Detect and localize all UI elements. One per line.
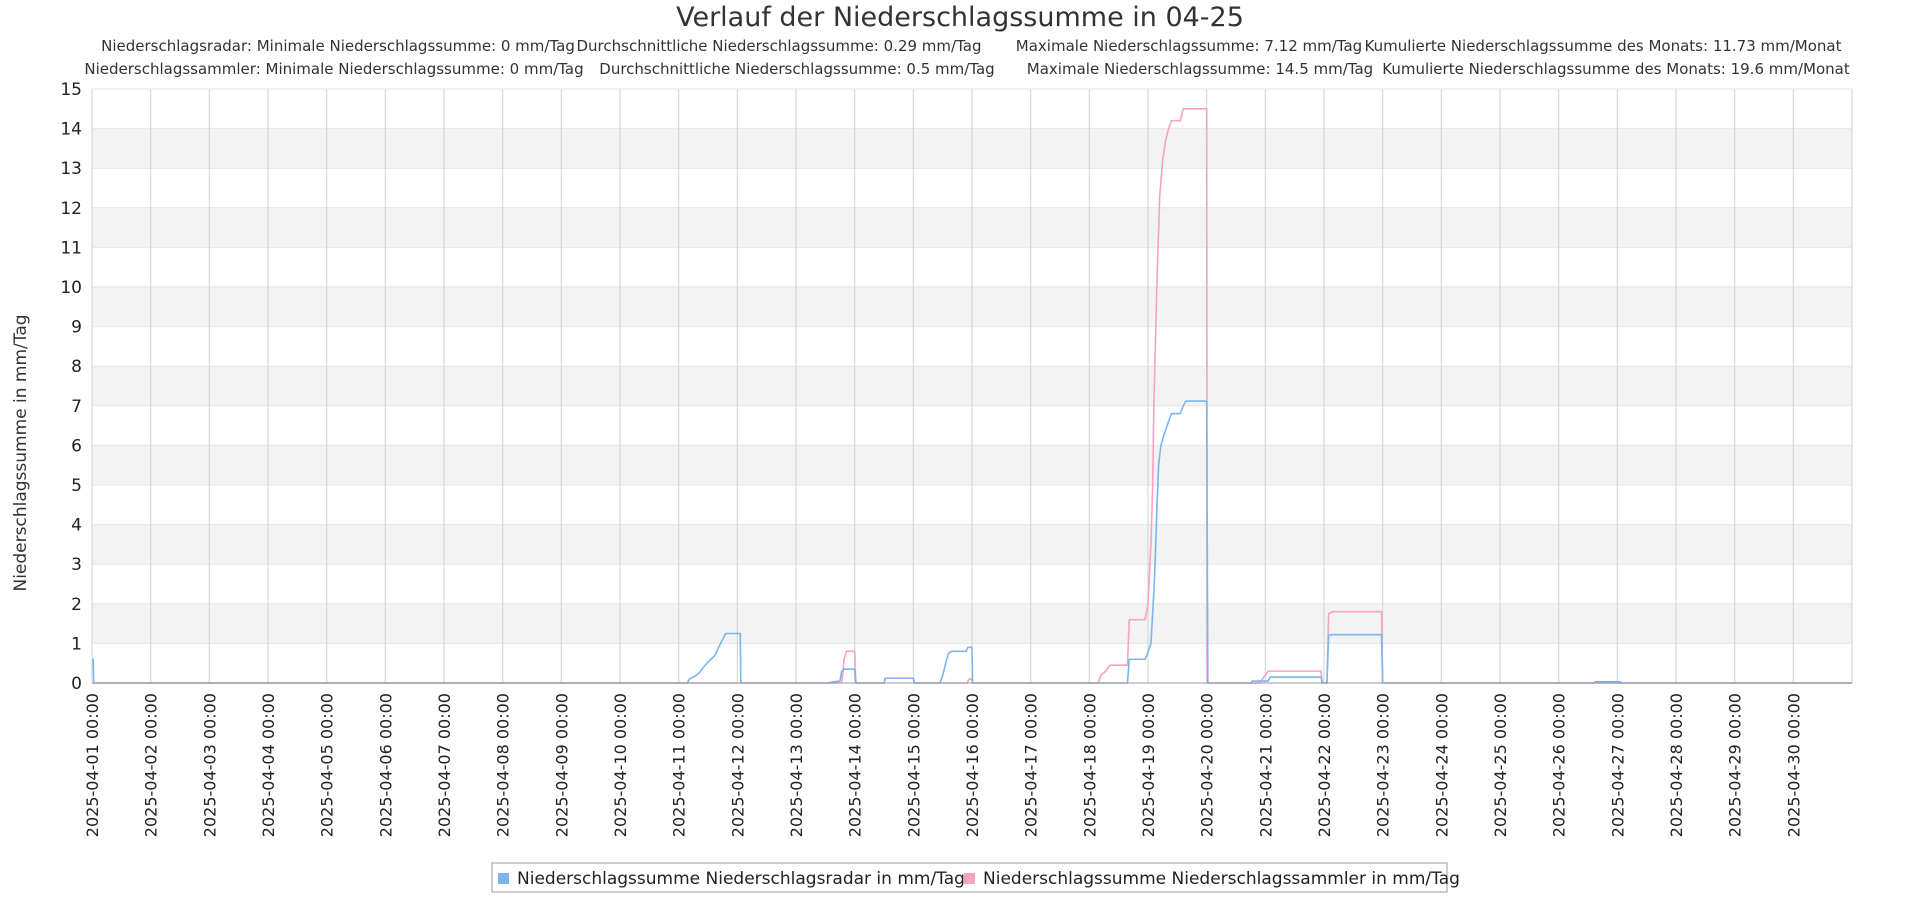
stats-radar-avg: Durchschnittliche Niederschlagssumme: 0.…: [577, 37, 982, 55]
y-tick-label: 0: [71, 674, 82, 694]
stats-sammler-avg: Durchschnittliche Niederschlagssumme: 0.…: [599, 60, 994, 78]
x-tick-label: 2025-04-28 00:00: [1667, 693, 1686, 837]
x-tick-label: 2025-04-08 00:00: [494, 693, 513, 837]
x-tick-label: 2025-04-11 00:00: [670, 693, 689, 837]
x-tick-label: 2025-04-21 00:00: [1256, 693, 1275, 837]
y-tick-label: 13: [60, 159, 82, 179]
y-tick-label: 7: [71, 397, 82, 417]
series-line-radar: [92, 400, 1852, 684]
y-tick-label: 1: [71, 634, 82, 654]
x-tick-label: 2025-04-03 00:00: [200, 693, 219, 837]
x-axis-tick-labels: 2025-04-01 00:00 2025-04-02 00:00 2025-04-…: [83, 693, 1803, 837]
y-tick-label: 15: [60, 80, 82, 100]
y-tick-label: 5: [71, 476, 82, 496]
y-tick-label: 10: [60, 278, 82, 298]
legend: Niederschlagssumme Niederschlagsradar in…: [491, 862, 1460, 893]
x-tick-label: 2025-04-18 00:00: [1080, 693, 1099, 837]
stats-sammler-min: Niederschlagssammler: Minimale Niedersch…: [84, 60, 583, 78]
x-tick-label: 2025-04-13 00:00: [787, 693, 806, 837]
stats-sammler-row: Niederschlagssammler: Minimale Niedersch…: [84, 60, 1849, 78]
x-tick-label: 2025-04-23 00:00: [1374, 693, 1393, 837]
x-tick-label: 2025-04-01 00:00: [83, 693, 102, 837]
x-tick-label: 2025-04-02 00:00: [142, 693, 161, 837]
series-lines: [92, 108, 1852, 684]
x-tick-label: 2025-04-16 00:00: [963, 693, 982, 837]
y-tick-label: 12: [60, 199, 82, 219]
x-tick-label: 2025-04-27 00:00: [1608, 693, 1627, 837]
x-tick-label: 2025-04-06 00:00: [376, 693, 395, 837]
stats-radar-max: Maximale Niederschlagssumme: 7.12 mm/Tag: [1016, 37, 1362, 55]
x-tick-label: 2025-04-22 00:00: [1315, 693, 1334, 837]
x-tick-label: 2025-04-09 00:00: [552, 693, 571, 837]
legend-swatch-sammler: [964, 873, 975, 884]
y-tick-label: 6: [71, 436, 82, 456]
x-tick-label: 2025-04-05 00:00: [318, 693, 337, 837]
legend-label-sammler: Niederschlagssumme Niederschlagssammler …: [983, 869, 1460, 889]
y-tick-label: 2: [71, 595, 82, 615]
x-tick-label: 2025-04-19 00:00: [1139, 693, 1158, 837]
x-tick-label: 2025-04-30 00:00: [1784, 693, 1803, 837]
stats-radar-min: Niederschlagsradar: Minimale Niederschla…: [101, 37, 575, 55]
y-tick-label: 14: [60, 120, 82, 140]
x-tick-label: 2025-04-14 00:00: [846, 693, 865, 837]
legend-swatch-radar: [498, 873, 509, 884]
x-tick-label: 2025-04-17 00:00: [1022, 693, 1041, 837]
y-tick-label: 3: [71, 555, 82, 575]
chart-title: Verlauf der Niederschlagssumme in 04-25: [676, 2, 1244, 33]
x-tick-label: 2025-04-26 00:00: [1550, 693, 1569, 837]
x-tick-label: 2025-04-24 00:00: [1432, 693, 1451, 837]
stats-radar-sum: Kumulierte Niederschlagssumme des Monats…: [1364, 37, 1841, 55]
x-tick-label: 2025-04-07 00:00: [435, 693, 454, 837]
x-tick-label: 2025-04-12 00:00: [728, 693, 747, 837]
y-tick-label: 11: [60, 238, 82, 258]
stats-sammler-sum: Kumulierte Niederschlagssumme des Monats…: [1382, 60, 1850, 78]
stats-sammler-max: Maximale Niederschlagssumme: 14.5 mm/Tag: [1027, 60, 1373, 78]
y-tick-label: 8: [71, 357, 82, 377]
y-tick-label: 4: [71, 516, 82, 536]
x-tick-label: 2025-04-20 00:00: [1198, 693, 1217, 837]
x-tick-label: 2025-04-29 00:00: [1726, 693, 1745, 837]
x-tick-label: 2025-04-25 00:00: [1491, 693, 1510, 837]
x-tick-label: 2025-04-04 00:00: [259, 693, 278, 837]
stats-radar-row: Niederschlagsradar: Minimale Niederschla…: [101, 37, 1841, 55]
legend-label-radar: Niederschlagssumme Niederschlagsradar in…: [517, 869, 965, 889]
y-axis-label: Niederschlagssumme in mm/Tag: [11, 314, 31, 591]
x-tick-label: 2025-04-15 00:00: [904, 693, 923, 837]
x-tick-label: 2025-04-10 00:00: [611, 693, 630, 837]
y-tick-label: 9: [71, 318, 82, 338]
